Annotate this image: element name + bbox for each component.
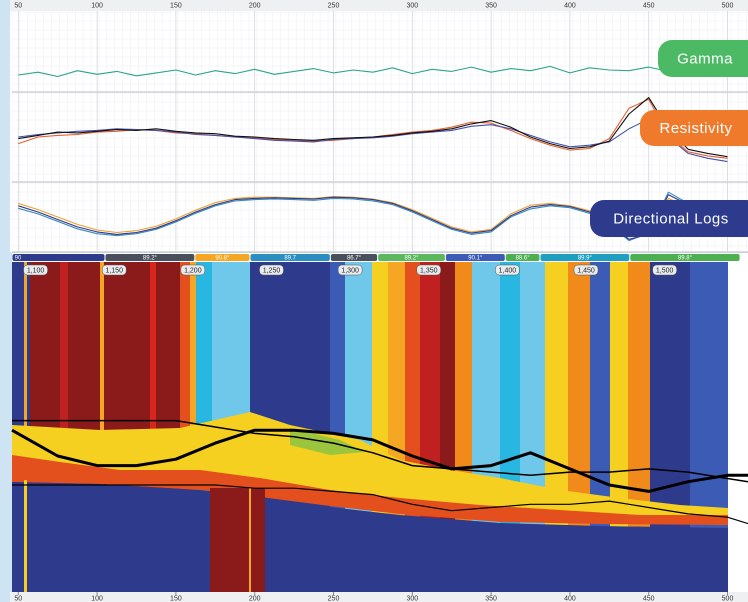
top-axis-label: 300 [406,2,418,9]
depth-label: 1,350 [420,267,438,274]
yellow-column [24,480,27,592]
depth-pill [337,264,363,276]
bottom-axis-label: 400 [564,595,576,602]
log-curve [18,118,728,163]
bottom-axis-label: 100 [91,595,103,602]
inclination-segment [540,254,630,261]
inclination-segment [445,254,505,261]
depth-label: 1,100 [27,267,45,274]
base-unit [12,482,728,592]
bottom-axis-label: 500 [722,595,734,602]
top-axis-bg [10,0,748,11]
depth-pill [23,264,48,276]
depth-pill [573,264,599,276]
top-axis-label: 100 [91,2,103,9]
inclination-label: 89.8° [678,255,693,261]
depth-label: 1,500 [656,267,674,274]
inclination-segment [378,254,445,261]
heat-stripe [60,262,68,592]
top-axis-label: 250 [328,2,340,9]
inclination-label: 90.8° [215,255,230,261]
inclination-label: 90 [15,255,22,261]
top-axis-label: 350 [485,2,497,9]
top-axis-label: 500 [722,2,734,9]
inclination-segment [195,254,250,261]
panel-badge [640,110,748,146]
minor-grid [11,11,748,252]
top-axis-label: 200 [249,2,261,9]
inclination-segment [250,254,330,261]
depth-pill [416,264,442,276]
heat-stripe [150,262,156,592]
top-axis-label: 400 [564,2,576,9]
bottom-axis-bg [10,592,748,602]
log-curve [12,419,748,483]
top-axis-label: 450 [643,2,655,9]
panel-title: Resistivity [659,120,732,137]
top-axis-label: 50 [14,2,22,9]
heat-stripe [100,262,104,592]
bottom-axis-label: 250 [328,595,340,602]
inclination-label: 86.7° [347,255,362,261]
depth-label: 1,450 [577,267,595,274]
depth-label: 1,200 [184,267,202,274]
bottom-axis-label: 150 [170,595,182,602]
depth-label: 1,150 [105,267,123,274]
log-curve [18,65,728,78]
red-band [12,455,728,525]
heat-stripe [728,262,748,592]
inclination-label: 89.2° [143,255,158,261]
inclination-segment [105,254,195,261]
depth-pill [259,264,284,276]
depth-pill [652,264,677,276]
depth-label: 1,300 [341,267,359,274]
orange-column [249,488,251,592]
inclination-label: 90.1° [468,255,483,261]
log-curve [11,428,748,493]
depth-pill [495,264,520,276]
bottom-axis-label: 450 [643,595,655,602]
depth-pill [180,264,206,276]
inclination-segment [12,254,105,261]
log-curve [12,484,748,525]
inclination-label: 89.7 [284,255,296,261]
depth-label: 1,250 [263,267,281,274]
bottom-axis-label: 50 [14,595,22,602]
top-axis-label: 150 [170,2,182,9]
depth-label: 1,400 [499,267,517,274]
bottom-axis-label: 300 [406,595,418,602]
inclination-label: 89.9° [578,255,593,261]
inclination-label: 89.2° [404,255,419,261]
inclination-segment [505,254,540,261]
panel-title: Gamma [677,50,733,67]
depth-pill [101,264,127,276]
bottom-axis-label: 350 [485,595,497,602]
panel-badge [590,200,748,237]
section-heatmap [12,262,748,592]
log-curve [18,97,728,158]
inclination-segment [630,254,740,261]
inclination-segment [330,254,378,261]
panel-badge [658,40,748,77]
bottom-axis-label: 200 [249,595,261,602]
inclination-label: 88.6° [516,255,531,261]
red-column [210,488,265,592]
yellow-band [12,412,728,525]
panel-title: Directional Logs [613,210,729,227]
